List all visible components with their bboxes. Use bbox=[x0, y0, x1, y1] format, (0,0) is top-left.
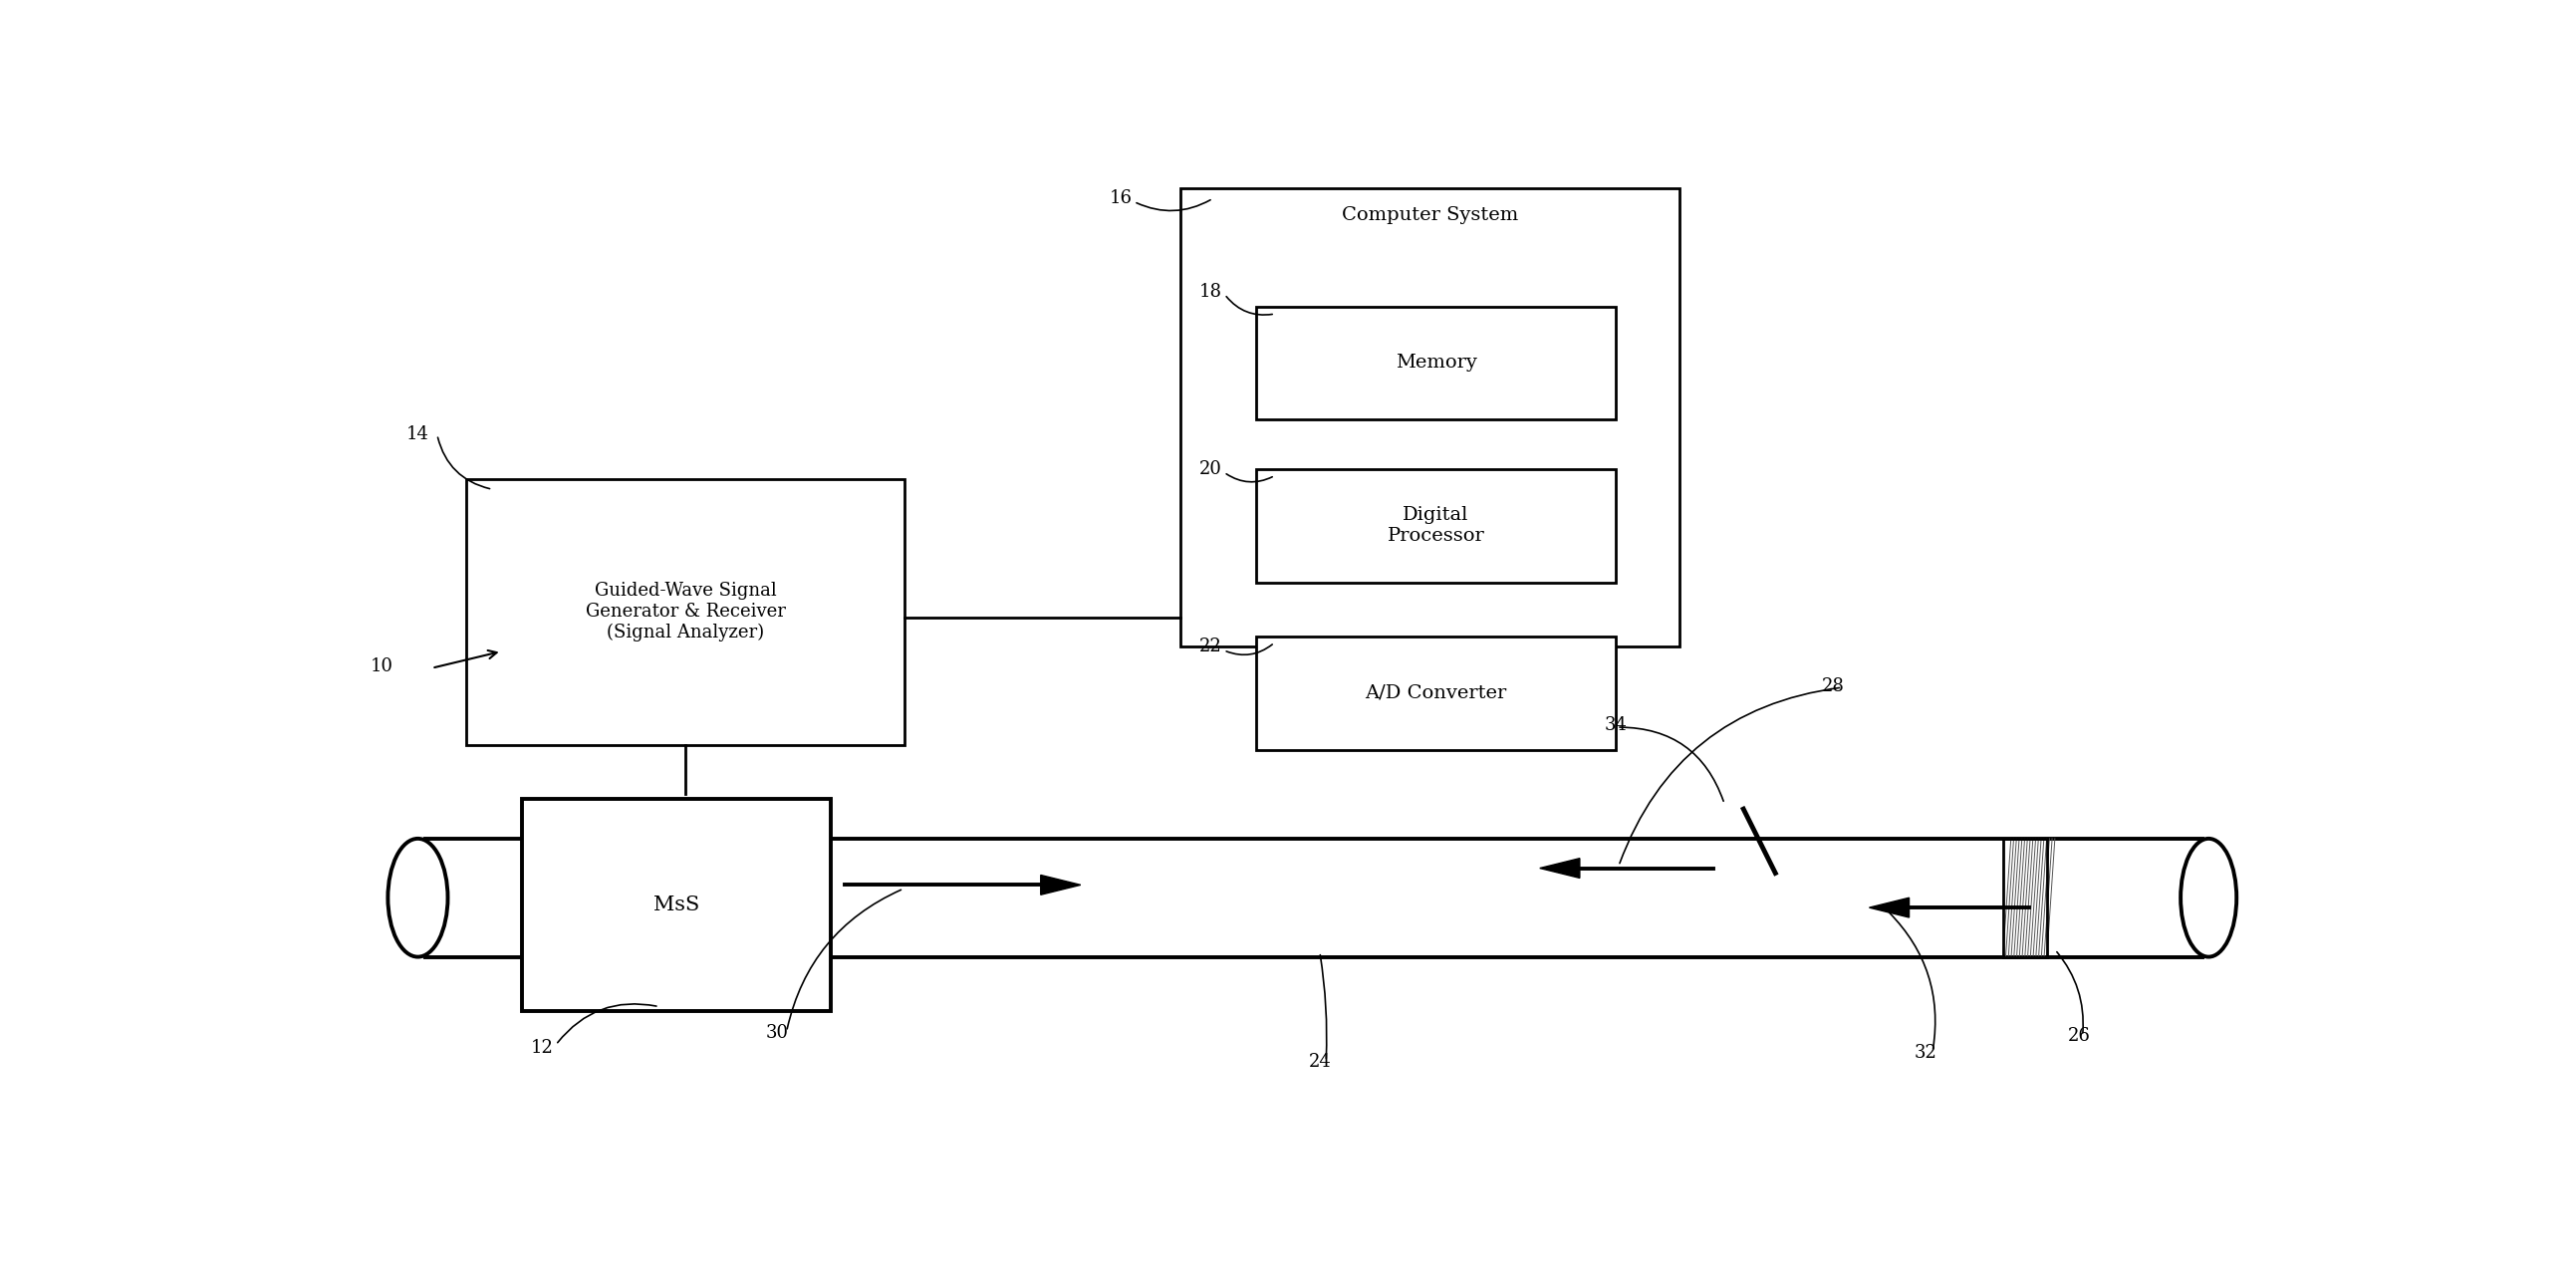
Text: 14: 14 bbox=[407, 425, 430, 443]
Bar bbox=[466, 479, 904, 745]
Text: Computer System: Computer System bbox=[1342, 206, 1517, 224]
Text: 32: 32 bbox=[1914, 1043, 1937, 1061]
Text: 28: 28 bbox=[1821, 677, 1844, 695]
Text: 34: 34 bbox=[1605, 717, 1628, 735]
Bar bbox=[1257, 468, 1615, 582]
Polygon shape bbox=[1870, 897, 1909, 918]
Text: Digital
Processor: Digital Processor bbox=[1388, 507, 1484, 545]
Polygon shape bbox=[1041, 876, 1082, 895]
Polygon shape bbox=[1540, 859, 1579, 878]
Text: 22: 22 bbox=[1198, 637, 1221, 655]
Text: MsS: MsS bbox=[654, 896, 701, 915]
Text: 30: 30 bbox=[765, 1024, 788, 1042]
Ellipse shape bbox=[389, 838, 448, 957]
Text: 18: 18 bbox=[1198, 283, 1221, 301]
Text: 10: 10 bbox=[371, 657, 394, 675]
Text: 24: 24 bbox=[1309, 1053, 1332, 1071]
Bar bbox=[2004, 838, 2048, 957]
Bar bbox=[520, 799, 832, 1011]
Bar bbox=[1180, 188, 1680, 646]
Text: 16: 16 bbox=[1110, 189, 1131, 207]
Text: A/D Converter: A/D Converter bbox=[1365, 685, 1507, 703]
Bar bbox=[1257, 306, 1615, 420]
Text: Memory: Memory bbox=[1396, 355, 1476, 372]
Ellipse shape bbox=[2182, 838, 2236, 957]
Text: 20: 20 bbox=[1198, 460, 1221, 477]
Bar bbox=[1257, 636, 1615, 750]
Text: Guided-Wave Signal
Generator & Receiver
(Signal Analyzer): Guided-Wave Signal Generator & Receiver … bbox=[585, 582, 786, 641]
Text: 26: 26 bbox=[2069, 1027, 2089, 1044]
Text: 12: 12 bbox=[531, 1038, 554, 1056]
